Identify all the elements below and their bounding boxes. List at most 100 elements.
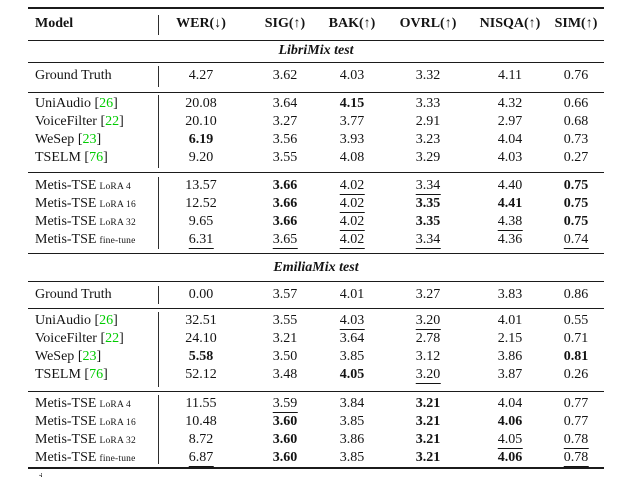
column-separator	[158, 395, 159, 464]
metric-value: 3.85	[339, 414, 365, 429]
metric-value: 3.55	[272, 150, 298, 165]
table-rule	[28, 308, 604, 309]
model-name: Metis-TSE	[35, 232, 97, 247]
model-cell: Metis-TSE LoRA 16	[35, 413, 136, 432]
metric-value: 0.71	[563, 331, 589, 346]
metric-value: 6.31	[188, 232, 214, 249]
metric-value: 3.55	[272, 313, 298, 328]
table-row: VoiceFilter [22] 24.10 3.21 3.64 2.78 2.15 0.7…	[0, 330, 632, 348]
model-name: VoiceFilter	[35, 114, 97, 129]
metric-value: 0.26	[563, 367, 589, 382]
table-row: WeSep [23] 5.58 3.50 3.85 3.12 3.86 0.81	[0, 348, 632, 366]
table-rule	[28, 253, 604, 254]
metric-value: 4.05	[339, 367, 365, 382]
metric-value: 12.52	[185, 196, 217, 211]
metric-value: 0.78	[563, 450, 589, 467]
metric-value: 3.29	[415, 150, 441, 165]
citation-link[interactable]: 23	[82, 349, 97, 364]
citation-link[interactable]: 23	[82, 132, 97, 147]
column-header-model: Model	[35, 16, 74, 31]
model-variant-subscript: fine-tune	[99, 454, 136, 464]
table-rule	[28, 172, 604, 173]
table-rule	[28, 62, 604, 63]
metric-value: 0.27	[563, 150, 589, 165]
metric-value: 3.86	[339, 432, 365, 447]
table-bottom-rule	[28, 467, 604, 469]
citation-link[interactable]: 26	[99, 313, 114, 328]
model-cell: UniAudio [26]	[35, 96, 118, 111]
table-row: TSELM [76] 52.12 3.48 4.05 3.20 3.87 0.26	[0, 366, 632, 384]
model-name: Metis-TSE	[35, 196, 97, 211]
table-rule	[28, 391, 604, 392]
model-name: TSELM	[35, 150, 81, 165]
model-cell: Ground Truth	[35, 286, 112, 304]
model-variant-subscript: LoRA 4	[99, 400, 132, 410]
metric-value: 0.78	[563, 432, 589, 449]
model-variant-subscript: LoRA 32	[99, 218, 136, 228]
model-variant-subscript: LoRA 32	[99, 436, 136, 446]
metric-value: 3.21	[272, 331, 298, 346]
metric-value: 4.38	[497, 214, 523, 231]
model-name: Ground Truth	[35, 287, 112, 302]
metric-value: 13.57	[185, 178, 217, 193]
metric-value: 3.20	[415, 367, 441, 384]
metric-value: 4.06	[497, 450, 523, 465]
metric-value: 11.55	[185, 396, 217, 411]
metric-value: 4.05	[497, 432, 523, 449]
metric-value: 0.77	[563, 396, 589, 411]
table-rule	[28, 92, 604, 93]
metric-value: 3.60	[272, 450, 298, 465]
citation-link[interactable]: 76	[89, 367, 104, 382]
metric-value: 3.87	[497, 367, 523, 382]
model-cell: Metis-TSE LoRA 32	[35, 431, 136, 450]
model-name: TSELM	[35, 367, 81, 382]
metric-value: 8.72	[188, 432, 214, 447]
metric-value: 0.86	[563, 287, 589, 302]
metric-value: 2.91	[415, 114, 441, 129]
citation-link[interactable]: 22	[105, 331, 120, 346]
metric-value: 3.21	[415, 450, 441, 465]
column-separator	[158, 15, 159, 35]
model-name: WeSep	[35, 349, 75, 364]
metric-value: 4.02	[339, 178, 365, 195]
table-header-row: Model WER(↓) SIG(↑) BAK(↑) OVRL(↑) NISQA(↑) SI…	[0, 15, 632, 33]
table-row: Metis-TSE LoRA 4 13.57 3.66 4.02 3.34 4.40 0.75	[0, 177, 632, 195]
metric-value: 3.34	[415, 178, 441, 195]
metric-value: 3.62	[272, 68, 298, 83]
metric-value: 3.65	[272, 232, 298, 249]
metric-value: 0.68	[563, 114, 589, 129]
section-title: LibriMix test	[278, 43, 354, 58]
metric-value: 3.60	[272, 432, 298, 447]
metric-value: 3.64	[272, 96, 298, 111]
citation-link[interactable]: 76	[89, 150, 104, 165]
model-cell: VoiceFilter [22]	[35, 331, 124, 346]
model-name: WeSep	[35, 132, 75, 147]
metric-value: 4.41	[497, 196, 523, 211]
metric-value: 4.32	[497, 96, 523, 111]
citation-link[interactable]: 26	[99, 96, 114, 111]
metric-value: 3.35	[415, 196, 441, 211]
model-cell: Metis-TSE LoRA 16	[35, 195, 136, 214]
metric-value: 3.48	[272, 367, 298, 382]
metric-value: 4.01	[497, 313, 523, 328]
column-header: OVRL(↑)	[399, 16, 457, 31]
metric-value: 0.73	[563, 132, 589, 147]
model-cell: WeSep [23]	[35, 349, 102, 364]
model-name: Ground Truth	[35, 68, 112, 83]
table-row: Metis-TSE LoRA 32 8.72 3.60 3.86 3.21 4.05 0.78	[0, 431, 632, 449]
metric-value: 4.40	[497, 178, 523, 193]
metric-value: 4.04	[497, 132, 523, 147]
metric-value: 3.59	[272, 396, 298, 413]
metric-value: 5.58	[188, 349, 214, 364]
metric-value: 4.36	[497, 232, 523, 247]
metric-value: 24.10	[185, 331, 217, 346]
metric-value: 3.85	[339, 349, 365, 364]
model-cell: TSELM [76]	[35, 150, 108, 165]
column-header: SIM(↑)	[554, 16, 598, 31]
metric-value: 9.20	[188, 150, 214, 165]
model-name: Metis-TSE	[35, 414, 97, 429]
citation-link[interactable]: 22	[105, 114, 120, 129]
section-title: EmiliaMix test	[273, 260, 359, 275]
model-cell: Metis-TSE LoRA 32	[35, 213, 136, 232]
column-header: BAK(↑)	[328, 16, 376, 31]
